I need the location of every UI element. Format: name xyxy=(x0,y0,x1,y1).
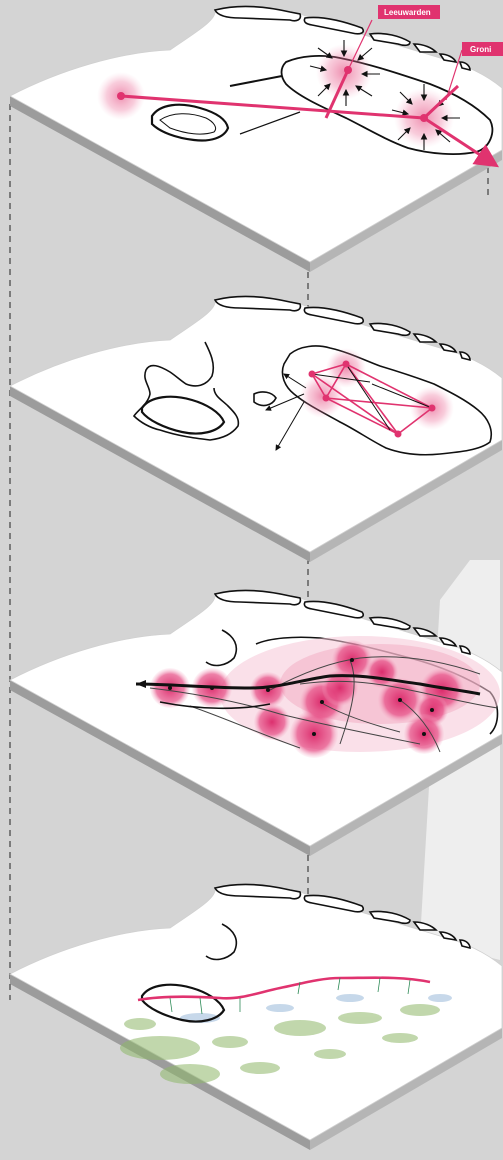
plate-flows: Leeuwarden Groni xyxy=(10,5,503,272)
plate-landscape xyxy=(10,884,502,1150)
city-label-leeuwarden: Leeuwarden xyxy=(384,8,431,17)
city-label-groni: Groni xyxy=(470,45,491,54)
plate-corridors xyxy=(10,590,502,856)
plate-network xyxy=(10,296,502,562)
city-label-groni-box xyxy=(462,42,503,56)
city-label-leeuwarden-box xyxy=(378,5,440,19)
